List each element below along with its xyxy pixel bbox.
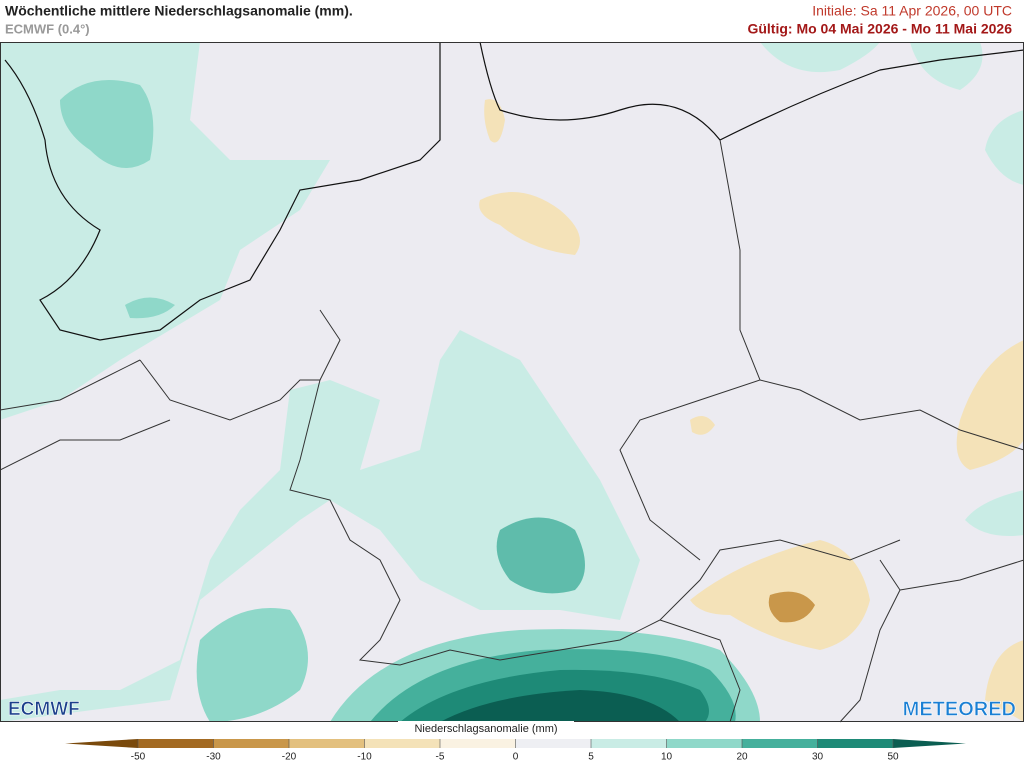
colorbar-tick-label: 50 [887, 752, 899, 763]
colorbar-segment [591, 739, 667, 748]
colorbar-segment [817, 739, 893, 748]
colorbar-segment [364, 739, 440, 748]
colorbar-tick-label: -30 [206, 752, 221, 763]
colorbar-tick-label: 0 [513, 752, 519, 763]
colorbar-tick-label: -10 [357, 752, 372, 763]
colorbar-label-box [398, 721, 574, 737]
colorbar-arrow-low [65, 739, 138, 748]
colorbar-arrow-high [893, 739, 966, 748]
colorbar-tick-label: -20 [282, 752, 297, 763]
colorbar: -50 -30 -20 -10 -5 0 5 10 20 30 50 [65, 739, 966, 763]
meteored-logo: METEORED [903, 698, 1016, 720]
colorbar-segment [213, 739, 289, 748]
colorbar-segment [138, 739, 214, 748]
init-time: Initiale: Sa 11 Apr 2026, 00 UTC [812, 3, 1012, 19]
model-label: ECMWF (0.4°) [5, 21, 90, 36]
colorbar-label: Niederschlagsanomalie (mm) [414, 723, 557, 735]
map-title: Wöchentliche mittlere Niederschlagsanoma… [5, 3, 353, 19]
colorbar-tick-label: 30 [812, 752, 824, 763]
valid-period: Gültig: Mo 04 Mai 2026 - Mo 11 Mai 2026 [747, 21, 1012, 37]
colorbar-tick-label: 20 [736, 752, 748, 763]
colorbar-segment [289, 739, 365, 748]
borders [0, 41, 1024, 723]
colorbar-tick-label: -5 [436, 752, 445, 763]
colorbar-segment [515, 739, 591, 748]
colorbar-tick-label: 10 [661, 752, 673, 763]
ecmwf-logo: ECMWF [8, 699, 80, 720]
colorbar-tick-label: -50 [131, 752, 146, 763]
colorbar-segment [742, 739, 818, 748]
colorbar-segment [440, 739, 516, 748]
anomaly-fields [0, 42, 1024, 722]
colorbar-tick-label: 5 [588, 752, 594, 763]
colorbar-segment [666, 739, 742, 748]
